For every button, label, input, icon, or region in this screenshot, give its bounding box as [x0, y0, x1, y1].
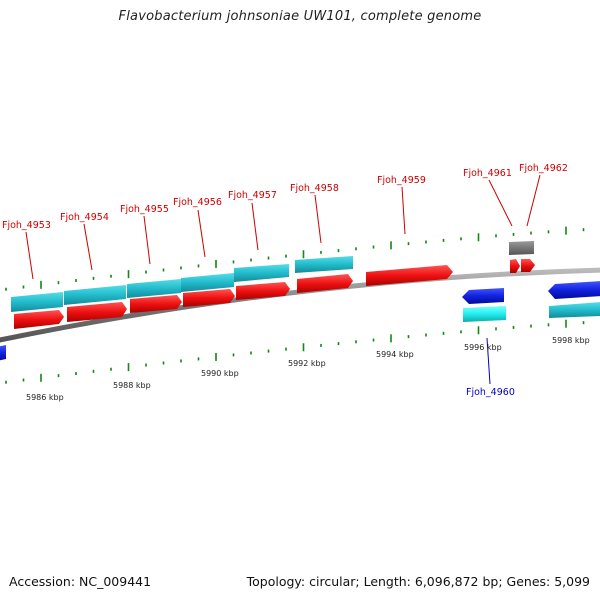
gene-feature-right-edge[interactable] [548, 281, 600, 299]
gene-label[interactable]: Fjoh_4958 [290, 183, 339, 194]
scale-labels: 5986 kbp 5988 kbp 5990 kbp 5992 kbp 5994… [26, 336, 590, 402]
cds-feature[interactable] [234, 264, 289, 282]
gene-label[interactable]: Fjoh_4954 [60, 212, 109, 223]
scale-label: 5994 kbp [376, 350, 414, 359]
gene-feature-left-edge[interactable] [0, 345, 6, 361]
cds-feature[interactable] [127, 279, 181, 298]
cds-feature[interactable] [181, 273, 234, 292]
accession-text: Accession: NC_009441 [9, 574, 152, 589]
gene-feature-fjoh-4959[interactable] [366, 265, 453, 286]
gene-feature-fjoh-4955[interactable] [130, 295, 182, 313]
minor-ticks-upper [5, 226, 585, 291]
gene-label[interactable]: Fjoh_4956 [173, 197, 222, 208]
genome-summary: Topology: circular; Length: 6,096,872 bp… [246, 574, 590, 589]
gene-feature-fjoh-4958[interactable] [297, 274, 353, 293]
gene-label[interactable]: Fjoh_4959 [377, 175, 426, 186]
gene-feature-fjoh-4962[interactable] [521, 259, 535, 272]
cds-feature[interactable] [64, 285, 126, 305]
gene-labels: Fjoh_4953 Fjoh_4954 Fjoh_4955 Fjoh_4956 … [2, 163, 568, 398]
scale-label: 5996 kbp [464, 343, 502, 352]
scale-label: 5998 kbp [552, 336, 590, 345]
gene-label[interactable]: Fjoh_4961 [463, 168, 512, 179]
scale-label: 5988 kbp [113, 381, 151, 390]
cds-feature-fjoh-4960[interactable] [463, 306, 506, 322]
gene-track-forward [14, 259, 535, 329]
cds-feature[interactable] [549, 302, 600, 318]
map-title: Flavobacterium johnsoniae UW101, complet… [118, 9, 482, 24]
gene-label[interactable]: Fjoh_4953 [2, 220, 51, 231]
scale-label: 5986 kbp [26, 393, 64, 402]
cds-track-forward [11, 256, 600, 318]
cds-feature[interactable] [11, 292, 63, 312]
gene-track-reverse [0, 281, 600, 361]
gene-label[interactable]: Fjoh_4962 [519, 163, 568, 174]
gene-label[interactable]: Fjoh_4957 [228, 190, 277, 201]
gene-feature-fjoh-4957[interactable] [236, 282, 290, 300]
minor-ticks-lower [5, 319, 585, 384]
gene-feature-fjoh-4961[interactable] [510, 259, 520, 273]
cds-feature[interactable] [295, 256, 353, 273]
gene-feature-fjoh-4956[interactable] [183, 289, 235, 307]
scale-label: 5990 kbp [201, 369, 239, 378]
gene-feature-fjoh-4953[interactable] [14, 310, 64, 329]
gene-feature-fjoh-4954[interactable] [67, 302, 127, 322]
scale-label: 5992 kbp [288, 359, 326, 368]
gene-label[interactable]: Fjoh_4955 [120, 204, 169, 215]
gene-label[interactable]: Fjoh_4960 [466, 387, 515, 398]
gene-feature-fjoh-4960[interactable] [462, 288, 504, 304]
gray-feature[interactable] [509, 241, 534, 255]
